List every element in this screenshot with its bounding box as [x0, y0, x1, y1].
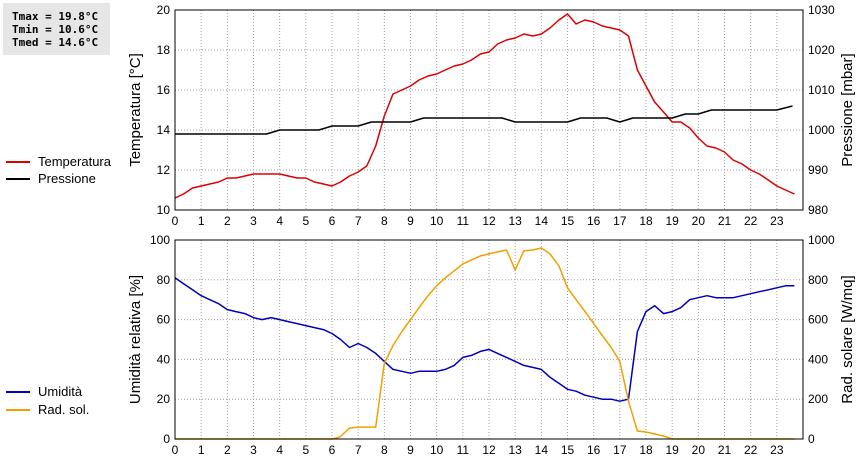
- series-line-pressione: [175, 105, 793, 135]
- legend-swatch-pressione: [6, 178, 30, 180]
- series-line-umidita: [174, 277, 795, 402]
- tmax-label: Tmax = 19.8°C: [12, 10, 99, 23]
- x-tick-label: 22: [744, 214, 758, 228]
- y-right-tick-label: 1000: [808, 233, 835, 247]
- y-left-tick-label: 14: [157, 123, 171, 137]
- y-left-axis-title: Umidità relativa [%]: [127, 275, 144, 404]
- x-tick-label: 20: [692, 214, 706, 228]
- legend-swatch-rad-sol: [6, 409, 30, 411]
- x-tick-label: 7: [355, 214, 362, 228]
- x-tick-label: 8: [381, 443, 388, 457]
- x-tick-label: 17: [613, 443, 627, 457]
- x-tick-label: 1: [198, 214, 205, 228]
- x-tick-label: 7: [355, 443, 362, 457]
- x-tick-label: 5: [302, 443, 309, 457]
- chart-bottom-humidity-radiation: 0 1 2 3 4 5 6 7 8 9 10 11 12 13 14 15 16 17 18 19 20 21 22 2302…: [127, 233, 856, 457]
- y-right-axis-title: Rad. solare [W/mq]: [839, 275, 856, 403]
- x-tick-label: 17: [613, 214, 627, 228]
- x-tick-label: 19: [665, 443, 679, 457]
- y-left-axis-title: Temperatura [°C]: [127, 53, 144, 167]
- legend-swatch-umidita: [6, 391, 30, 393]
- x-tick-label: 9: [407, 443, 414, 457]
- y-right-tick-label: 990: [808, 163, 828, 177]
- y-left-tick-label: 80: [157, 273, 171, 287]
- y-left-tick-label: 12: [157, 163, 171, 177]
- x-tick-label: 2: [224, 214, 231, 228]
- x-tick-label: 21: [718, 214, 732, 228]
- tmed-label: Tmed = 14.6°C: [12, 36, 99, 49]
- x-tick-label: 4: [276, 214, 283, 228]
- legend-label-temperatura: Temperatura: [38, 154, 111, 169]
- x-tick-label: 18: [639, 443, 653, 457]
- plot-frame: [174, 9, 804, 211]
- x-tick-label: 15: [561, 443, 575, 457]
- x-tick-label: 10: [430, 214, 444, 228]
- plot-frame: [174, 239, 804, 440]
- y-right-tick-label: 1030: [808, 3, 835, 17]
- x-tick-label: 19: [665, 214, 679, 228]
- x-tick-label: 10: [430, 443, 444, 457]
- y-left-tick-label: 40: [157, 352, 171, 366]
- y-left-tick-label: 10: [157, 203, 171, 217]
- y-left-tick-label: 18: [157, 43, 171, 57]
- x-tick-label: 8: [381, 214, 388, 228]
- y-left-tick-label: 16: [157, 83, 171, 97]
- y-left-tick-label: 60: [157, 313, 171, 327]
- x-tick-label: 3: [250, 214, 257, 228]
- y-right-tick-label: 400: [808, 352, 828, 366]
- y-right-tick-label: 1020: [808, 43, 835, 57]
- x-tick-label: 11: [457, 443, 470, 457]
- legend-label-pressione: Pressione: [38, 171, 96, 186]
- series-line-rad-sol: [175, 247, 796, 440]
- y-right-tick-label: 1010: [808, 83, 835, 97]
- x-tick-label: 23: [770, 214, 784, 228]
- y-left-tick-label: 0: [163, 432, 170, 446]
- y-right-axis-title: Pressione [mbar]: [839, 53, 856, 166]
- x-tick-label: 14: [535, 443, 549, 457]
- x-tick-label: 15: [561, 214, 575, 228]
- x-tick-label: 12: [482, 214, 496, 228]
- legend-swatch-temperatura: [6, 161, 30, 163]
- x-tick-label: 12: [482, 443, 496, 457]
- y-left-tick-label: 20: [157, 392, 171, 406]
- y-right-tick-label: 1000: [808, 123, 835, 137]
- y-right-tick-label: 980: [808, 203, 828, 217]
- x-tick-label: 5: [302, 214, 309, 228]
- x-tick-label: 3: [250, 443, 257, 457]
- x-tick-label: 23: [770, 443, 784, 457]
- x-tick-label: 9: [407, 214, 414, 228]
- x-tick-label: 6: [329, 214, 336, 228]
- legend-label-rad-sol: Rad. sol.: [38, 402, 90, 417]
- stats-box: Tmax = 19.8°C Tmin = 10.6°C Tmed = 14.6°…: [3, 3, 110, 55]
- y-left-tick-label: 100: [150, 233, 170, 247]
- x-tick-label: 11: [457, 214, 470, 228]
- y-right-tick-label: 800: [808, 273, 828, 287]
- x-tick-label: 16: [587, 443, 601, 457]
- x-tick-label: 0: [172, 214, 179, 228]
- tmin-label: Tmin = 10.6°C: [12, 23, 99, 36]
- x-tick-label: 13: [508, 443, 522, 457]
- x-tick-label: 22: [744, 443, 758, 457]
- x-tick-label: 20: [692, 443, 706, 457]
- x-tick-label: 6: [329, 443, 336, 457]
- x-tick-label: 16: [587, 214, 601, 228]
- x-tick-label: 13: [508, 214, 522, 228]
- x-tick-label: 2: [224, 443, 231, 457]
- x-tick-label: 21: [718, 443, 732, 457]
- y-right-tick-label: 600: [808, 313, 828, 327]
- y-right-tick-label: 0: [808, 432, 815, 446]
- x-tick-label: 0: [172, 443, 179, 457]
- legend-label-umidita: Umidità: [38, 384, 83, 399]
- x-tick-label: 1: [198, 443, 205, 457]
- chart-top-temperature-pressure: 0 1 2 3 4 5 6 7 8 9 10 11 12 13 14 15 16 17 18 19 20 21 22 2310…: [127, 3, 856, 228]
- x-tick-label: 4: [276, 443, 283, 457]
- series-line-temperatura: [174, 13, 795, 199]
- y-left-tick-label: 20: [157, 3, 171, 17]
- x-tick-label: 14: [535, 214, 549, 228]
- x-tick-label: 18: [639, 214, 653, 228]
- y-right-tick-label: 200: [808, 392, 828, 406]
